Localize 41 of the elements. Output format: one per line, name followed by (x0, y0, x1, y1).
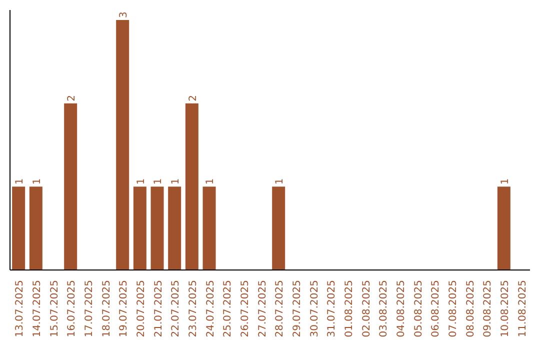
x-tick-label: 20.07.2025 (136, 280, 147, 338)
x-tick-label: 13.07.2025 (14, 280, 26, 338)
x-tick-label: 05.08.2025 (413, 280, 424, 338)
x-tick-label: 23.07.2025 (188, 280, 199, 338)
x-tick-label: 10.08.2025 (500, 280, 511, 338)
data-label: 1 (14, 178, 26, 185)
x-tick-label: 18.07.2025 (101, 280, 112, 338)
x-tick-label: 01.08.2025 (344, 280, 355, 338)
x-tick-label: 08.08.2025 (465, 280, 476, 338)
data-label: 2 (66, 94, 78, 102)
x-tick-label: 17.07.2025 (84, 280, 95, 338)
x-tick-label: 03.08.2025 (378, 280, 390, 338)
x-tick-label: 29.07.2025 (292, 280, 303, 338)
x-tick-label: 07.08.2025 (448, 280, 459, 338)
x-tick-label: 11.08.2025 (517, 280, 528, 338)
x-tick-label: 22.07.2025 (170, 280, 182, 338)
x-tick-label: 19.07.2025 (118, 280, 130, 338)
data-label: 1 (500, 178, 511, 185)
data-label: 1 (170, 178, 182, 185)
x-tick-label: 24.07.2025 (205, 280, 216, 338)
x-tick-label: 21.07.2025 (153, 280, 164, 338)
x-tick-label: 16.07.2025 (66, 280, 78, 338)
data-label: 3 (118, 12, 130, 18)
data-label: 1 (32, 178, 43, 185)
data-label: 1 (136, 178, 147, 185)
data-label: 1 (274, 178, 286, 185)
x-tick-label: 14.07.2025 (32, 280, 43, 338)
x-tick-label: 25.07.2025 (222, 280, 234, 338)
data-label: 2 (188, 94, 199, 102)
x-tick-label: 02.08.2025 (361, 280, 372, 338)
data-label: 1 (205, 178, 216, 185)
x-tick-label: 31.07.2025 (326, 280, 338, 338)
x-tick-label: 06.08.2025 (430, 280, 442, 338)
data-label: 1 (153, 178, 164, 185)
x-tick-label: 27.07.2025 (257, 280, 268, 338)
x-tick-label: 26.07.2025 (240, 280, 251, 338)
x-tick-label: 28.07.2025 (274, 280, 286, 338)
x-tick-label: 15.07.2025 (49, 280, 60, 338)
x-tick-label: 09.08.2025 (482, 280, 494, 338)
x-tick-label: 30.07.2025 (309, 280, 320, 338)
x-tick-label: 04.08.2025 (396, 280, 407, 338)
